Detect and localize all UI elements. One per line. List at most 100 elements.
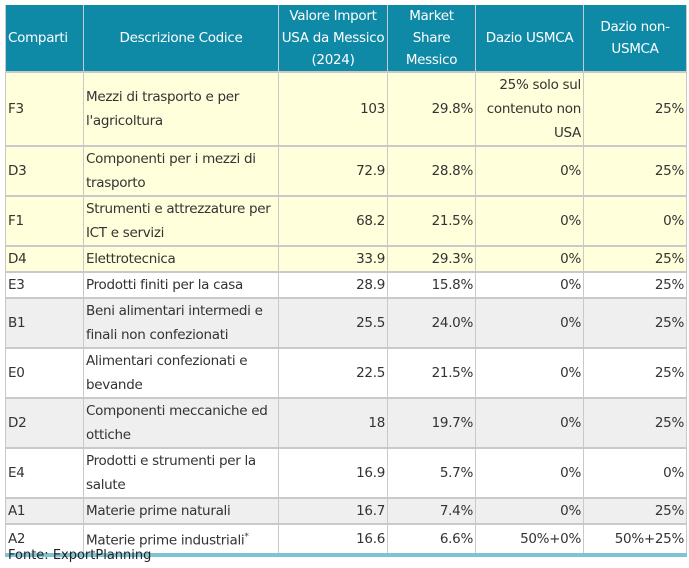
row-import-value: 16.6 xyxy=(278,523,388,557)
row-import-value-text: 25.5 xyxy=(356,315,385,331)
row-dazio-non-usmca-text: 0% xyxy=(663,465,684,481)
row-dazio-non-usmca-text: 25% xyxy=(654,415,684,431)
row-description: Materie prime naturali xyxy=(83,497,279,525)
row-market-share: 15.8% xyxy=(387,271,476,299)
row-import-value: 68.2 xyxy=(278,195,388,247)
row-dazio-non-usmca: 25% xyxy=(583,497,687,525)
row-dazio-non-usmca: 25% xyxy=(583,397,687,449)
row-description-text: Beni alimentari intermedi e finali non c… xyxy=(86,303,263,343)
row-code-text: D4 xyxy=(8,251,27,267)
header-row: Comparti Descrizione Codice Valore Impor… xyxy=(5,5,687,72)
row-code-text: E3 xyxy=(8,277,25,293)
row-code-text: F3 xyxy=(8,101,24,117)
row-code: E0 xyxy=(5,347,84,399)
row-dazio-non-usmca: 50%+25% xyxy=(583,523,687,557)
header-market-share: Market Share Messico xyxy=(387,5,476,72)
row-dazio-non-usmca: 0% xyxy=(583,447,687,499)
footnote-marker: * xyxy=(244,532,249,542)
row-dazio-usmca-text: 0% xyxy=(560,251,581,267)
row-description: Componenti meccaniche ed ottiche xyxy=(83,397,279,449)
row-code-text: D3 xyxy=(8,163,27,179)
row-market-share-text: 29.8% xyxy=(431,101,474,117)
row-dazio-usmca-text: 50%+0% xyxy=(520,530,581,547)
table-row: E0 Alimentari confezionati e bevande 22.5 2… xyxy=(5,347,687,399)
row-market-share-text: 28.8% xyxy=(431,163,474,179)
row-code: E3 xyxy=(5,271,84,299)
row-market-share: 7.4% xyxy=(387,497,476,525)
row-market-share-text: 15.8% xyxy=(431,277,474,293)
table-row: D2 Componenti meccaniche ed ottiche 18 19.7… xyxy=(5,397,687,449)
table-row: D4 Elettrotecnica 33.9 29.3% 0% 25% xyxy=(5,245,687,273)
table-row: D3 Componenti per i mezzi di trasporto 72.… xyxy=(5,145,687,197)
row-import-value-text: 68.2 xyxy=(356,213,385,229)
row-import-value-text: 28.9 xyxy=(356,277,385,293)
row-dazio-non-usmca: 0% xyxy=(583,195,687,247)
row-dazio-usmca-text: 0% xyxy=(560,163,581,179)
header-valore-import: Valore Import USA da Messico (2024) xyxy=(278,5,388,72)
row-market-share-text: 5.7% xyxy=(439,465,473,481)
row-dazio-usmca: 0% xyxy=(475,447,584,499)
row-import-value-text: 33.9 xyxy=(356,251,385,267)
header-dazio-usmca: Dazio USMCA xyxy=(475,5,584,72)
row-description-text: Prodotti finiti per la casa xyxy=(86,277,243,293)
row-code-text: E0 xyxy=(8,365,25,381)
row-dazio-usmca: 0% xyxy=(475,297,584,349)
row-dazio-non-usmca-text: 25% xyxy=(654,163,684,179)
row-description: Elettrotecnica xyxy=(83,245,279,273)
table-row: A2 Materie prime industriali* 16.6 6.6% 50%+… xyxy=(5,523,687,557)
row-dazio-non-usmca-text: 25% xyxy=(654,365,684,381)
row-market-share: 21.5% xyxy=(387,195,476,247)
row-description-text: Componenti meccaniche ed ottiche xyxy=(86,403,268,443)
row-code: F3 xyxy=(5,71,84,147)
row-import-value-text: 103 xyxy=(360,101,385,117)
row-import-value-text: 16.9 xyxy=(356,465,385,481)
row-market-share-text: 21.5% xyxy=(431,213,474,229)
header-descrizione: Descrizione Codice xyxy=(83,5,279,72)
row-market-share: 29.8% xyxy=(387,71,476,147)
row-description: Mezzi di trasporto e per l'agricoltura xyxy=(83,71,279,147)
table-row: E3 Prodotti finiti per la casa 28.9 15.8% 0%… xyxy=(5,271,687,299)
row-market-share: 6.6% xyxy=(387,523,476,557)
row-import-value-text: 72.9 xyxy=(356,163,385,179)
row-market-share-text: 29.3% xyxy=(431,251,474,267)
row-description: Prodotti e strumenti per la salute xyxy=(83,447,279,499)
table-row: A1 Materie prime naturali 16.7 7.4% 0% 25% xyxy=(5,497,687,525)
row-code: A1 xyxy=(5,497,84,525)
row-dazio-usmca: 25% solo sul contenuto non USA xyxy=(475,71,584,147)
row-description-text: Materie prime industriali xyxy=(86,532,245,549)
row-dazio-non-usmca: 25% xyxy=(583,245,687,273)
row-code: D2 xyxy=(5,397,84,449)
row-dazio-usmca-text: 0% xyxy=(560,277,581,293)
row-description-text: Strumenti e attrezzature per ICT e servi… xyxy=(86,201,271,241)
row-dazio-non-usmca-text: 0% xyxy=(663,213,684,229)
row-code: A2 xyxy=(5,523,84,557)
row-description: Prodotti finiti per la casa xyxy=(83,271,279,299)
row-code-text: A2 xyxy=(8,530,26,547)
row-import-value: 22.5 xyxy=(278,347,388,399)
row-description-text: Mezzi di trasporto e per l'agricoltura xyxy=(86,89,239,129)
row-dazio-non-usmca-text: 50%+25% xyxy=(614,530,685,547)
row-description-text: Alimentari confezionati e bevande xyxy=(86,353,248,393)
row-market-share-text: 7.4% xyxy=(439,503,473,519)
row-dazio-non-usmca-text: 25% xyxy=(654,277,684,293)
row-import-value: 16.7 xyxy=(278,497,388,525)
table-row: B1 Beni alimentari intermedi e finali non… xyxy=(5,297,687,349)
row-market-share: 5.7% xyxy=(387,447,476,499)
row-dazio-usmca: 0% xyxy=(475,145,584,197)
row-market-share-text: 24.0% xyxy=(431,315,474,331)
row-description: Alimentari confezionati e bevande xyxy=(83,347,279,399)
row-market-share: 28.8% xyxy=(387,145,476,197)
row-dazio-non-usmca-text: 25% xyxy=(654,251,684,267)
row-import-value-text: 18 xyxy=(368,415,385,431)
row-market-share-text: 6.6% xyxy=(439,530,473,547)
row-code-text: B1 xyxy=(8,315,26,331)
row-dazio-usmca-text: 0% xyxy=(560,415,581,431)
row-code-text: A1 xyxy=(8,503,26,519)
row-description: Beni alimentari intermedi e finali non c… xyxy=(83,297,279,349)
row-dazio-usmca: 0% xyxy=(475,347,584,399)
row-market-share: 19.7% xyxy=(387,397,476,449)
row-code-text: F1 xyxy=(8,213,24,229)
row-dazio-usmca: 50%+0% xyxy=(475,523,584,557)
row-dazio-usmca-text: 0% xyxy=(560,365,581,381)
row-dazio-non-usmca: 25% xyxy=(583,145,687,197)
